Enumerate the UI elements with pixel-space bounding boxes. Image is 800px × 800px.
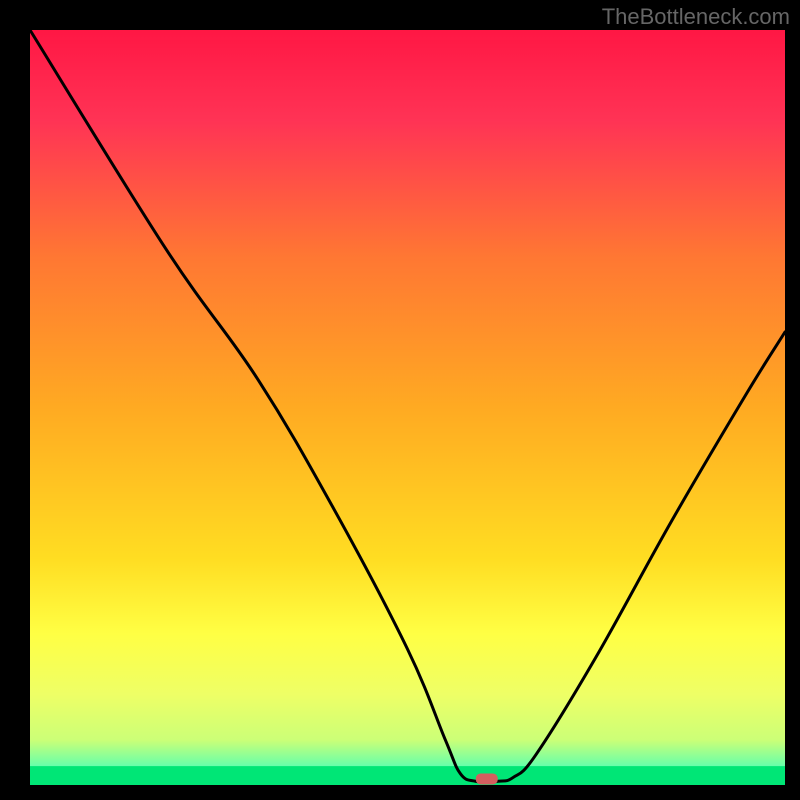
- watermark-text: TheBottleneck.com: [602, 4, 790, 30]
- green-baseline-band: [30, 766, 785, 785]
- bottleneck-chart: [0, 0, 800, 800]
- plot-background: [30, 30, 785, 785]
- optimal-point-marker: [476, 773, 498, 784]
